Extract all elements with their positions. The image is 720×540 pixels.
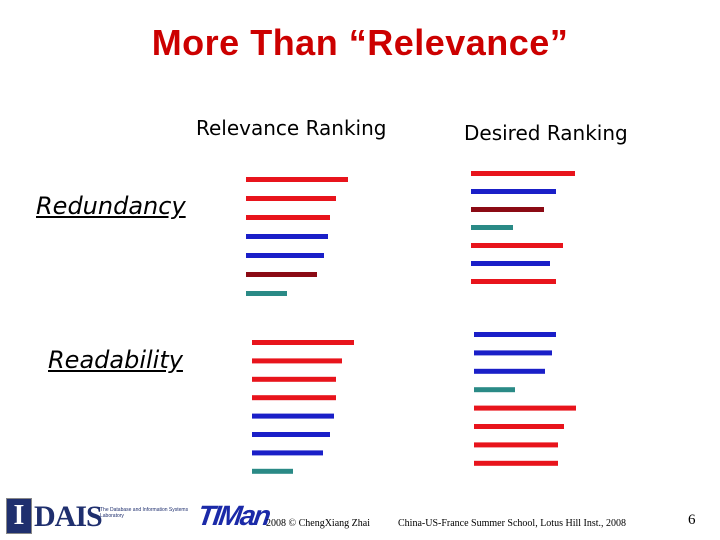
rank-bar-blue	[474, 332, 556, 337]
rank-bar-teal	[474, 387, 515, 393]
rank-bar-blue	[474, 350, 552, 356]
rank-bar-red	[474, 442, 558, 448]
rank-bar-red	[252, 340, 354, 345]
relevance-ranking-heading: Relevance Ranking	[196, 116, 387, 140]
rank-bar-red	[252, 395, 336, 401]
rank-bar-blue	[246, 234, 328, 239]
bar-group-1	[471, 171, 575, 284]
rank-bar-teal	[252, 468, 293, 474]
rank-bar-blue	[471, 189, 556, 194]
rank-bar-teal	[471, 225, 513, 230]
rank-bar-red	[471, 279, 556, 284]
rank-bar-red	[474, 405, 576, 411]
page-number: 6	[688, 512, 696, 528]
rank-bar-red	[246, 177, 348, 182]
rank-bar-red	[474, 424, 564, 429]
footer-event: China-US-France Summer School, Lotus Hil…	[398, 518, 627, 529]
rank-bar-blue	[252, 413, 334, 419]
footer-copyright: 2008 © ChengXiang Zhai	[266, 518, 370, 529]
dais-logo-caption: The Database and Information Systems Lab…	[100, 507, 189, 519]
rank-bar-blue	[471, 261, 550, 266]
rank-bar-teal	[246, 291, 287, 296]
rank-bar-red	[246, 196, 336, 201]
rank-bar-red	[471, 243, 563, 248]
rank-bar-red	[474, 460, 558, 466]
redundancy-label: Redundancy	[36, 192, 186, 220]
illinois-logo-icon: I	[6, 498, 32, 534]
rank-bar-red	[471, 171, 575, 176]
rank-bar-blue	[246, 253, 324, 258]
timan-logo: TIMan	[196, 496, 271, 536]
slide-title: More Than “Relevance”	[151, 22, 569, 63]
rank-bar-red	[252, 376, 336, 382]
dais-logo-wordmark: DAIS	[34, 500, 103, 533]
rank-bar-blue	[474, 368, 545, 374]
dais-logo: DAIS The Database and Information System…	[34, 500, 194, 534]
rank-bar-blue	[252, 432, 330, 437]
bar-group-0	[246, 177, 348, 296]
bar-group-3	[474, 332, 576, 466]
rank-bar-red	[246, 215, 330, 220]
rank-bar-blue	[252, 450, 323, 456]
rank-bar-darkred	[246, 272, 317, 277]
readability-label: Readability	[48, 346, 183, 374]
rank-bar-red	[252, 358, 342, 364]
timan-logo-wordmark: TIMan	[195, 500, 272, 531]
rank-bar-darkred	[471, 207, 544, 212]
desired-ranking-heading: Desired Ranking	[464, 121, 628, 145]
bar-group-2	[252, 340, 354, 474]
